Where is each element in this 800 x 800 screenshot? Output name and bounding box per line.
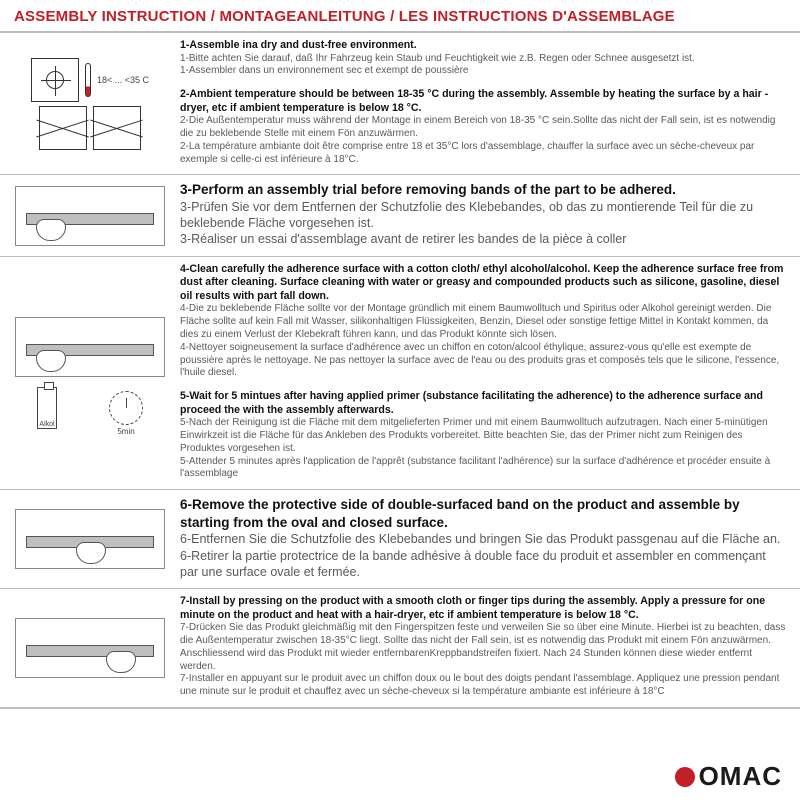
step5-de: 5-Nach der Reinigung ist die Fläche mit … bbox=[180, 417, 786, 455]
step1-de: 1-Bitte achten Sie darauf, daß Ihr Fahrz… bbox=[180, 53, 786, 66]
sun-icon bbox=[31, 58, 79, 102]
step2-fr: 2-La température ambiante doit être comp… bbox=[180, 141, 786, 167]
step7-de: 7-Drücken Sie das Produkt gleichmäßig mi… bbox=[180, 622, 786, 673]
illus-5 bbox=[10, 595, 170, 701]
illus-4 bbox=[10, 496, 170, 582]
brand-name: OMAC bbox=[699, 761, 782, 792]
step6-lead: 6-Remove the protective side of double-s… bbox=[180, 496, 786, 531]
rows-container: 18< ... <35 C 1-Assemble ina dry and dus… bbox=[0, 33, 800, 755]
row-4: 6-Remove the protective side of double-s… bbox=[0, 490, 800, 589]
content-3: 4-Clean carefully the adherence surface … bbox=[180, 263, 786, 484]
step2-de: 2-Die Außentemperatur muss während der M… bbox=[180, 115, 786, 141]
step4-fr: 4-Nettoyer soigneusement la surface d'ad… bbox=[180, 342, 786, 380]
illus-2 bbox=[10, 181, 170, 249]
content-2: 3-Perform an assembly trial before remov… bbox=[180, 181, 786, 249]
no-moisture-icon bbox=[39, 106, 87, 150]
footer: OMAC bbox=[0, 755, 800, 800]
press-install-icon bbox=[15, 618, 165, 678]
row-5: 7-Install by pressing on the product wit… bbox=[0, 589, 800, 709]
step3-lead: 3-Perform an assembly trial before remov… bbox=[180, 181, 786, 199]
step6-fr: 6-Retirer la partie protectrice de la ba… bbox=[180, 548, 786, 581]
step7-lead: 7-Install by pressing on the product wit… bbox=[180, 595, 786, 622]
step6-de: 6-Entfernen Sie die Schutzfolie des Kleb… bbox=[180, 531, 786, 547]
content-5: 7-Install by pressing on the product wit… bbox=[180, 595, 786, 701]
content-1: 1-Assemble ina dry and dust-free environ… bbox=[180, 39, 786, 168]
clean-surface-icon bbox=[15, 317, 165, 377]
no-dust-icon bbox=[93, 106, 141, 150]
illus-1: 18< ... <35 C bbox=[10, 39, 170, 168]
step1-lead: 1-Assemble ina dry and dust-free environ… bbox=[180, 39, 786, 53]
step3-fr: 3-Réaliser un essai d'assemblage avant d… bbox=[180, 231, 786, 247]
row-2: 3-Perform an assembly trial before remov… bbox=[0, 175, 800, 256]
step2-lead: 2-Ambient temperature should be between … bbox=[180, 88, 786, 115]
content-4: 6-Remove the protective side of double-s… bbox=[180, 496, 786, 582]
step4-de: 4-Die zu beklebende Fläche sollte vor de… bbox=[180, 303, 786, 341]
thermometer-icon bbox=[85, 63, 91, 97]
clock-label: 5min bbox=[117, 427, 134, 436]
peel-tape-icon bbox=[15, 509, 165, 569]
step4-lead: 4-Clean carefully the adherence surface … bbox=[180, 263, 786, 304]
step3-de: 3-Prüfen Sie vor dem Entfernen der Schut… bbox=[180, 199, 786, 232]
illus-3: Alkol 5min bbox=[10, 263, 170, 484]
page-title: ASSEMBLY INSTRUCTION / MONTAGEANLEITUNG … bbox=[14, 8, 786, 25]
row-1: 18< ... <35 C 1-Assemble ina dry and dus… bbox=[0, 33, 800, 175]
temp-range-label: 18< ... <35 C bbox=[97, 75, 149, 85]
step7-fr: 7-Installer en appuyant sur le produit a… bbox=[180, 673, 786, 699]
step5-fr: 5-Attender 5 minutes après l'application… bbox=[180, 456, 786, 482]
step1-fr: 1-Assembler dans un environnement sec et… bbox=[180, 65, 786, 78]
trial-fit-icon bbox=[15, 186, 165, 246]
bottle-label: Alkol bbox=[39, 421, 54, 428]
brand-dot-icon bbox=[675, 767, 695, 787]
step5-lead: 5-Wait for 5 mintues after having applie… bbox=[180, 390, 786, 417]
alcohol-bottle-icon: Alkol bbox=[37, 387, 57, 429]
brand-logo: OMAC bbox=[675, 761, 782, 792]
instruction-sheet: ASSEMBLY INSTRUCTION / MONTAGEANLEITUNG … bbox=[0, 0, 800, 800]
wait-clock-icon: 5min bbox=[109, 391, 143, 425]
header: ASSEMBLY INSTRUCTION / MONTAGEANLEITUNG … bbox=[0, 0, 800, 33]
row-3: Alkol 5min 4-Clean carefully the adheren… bbox=[0, 257, 800, 491]
